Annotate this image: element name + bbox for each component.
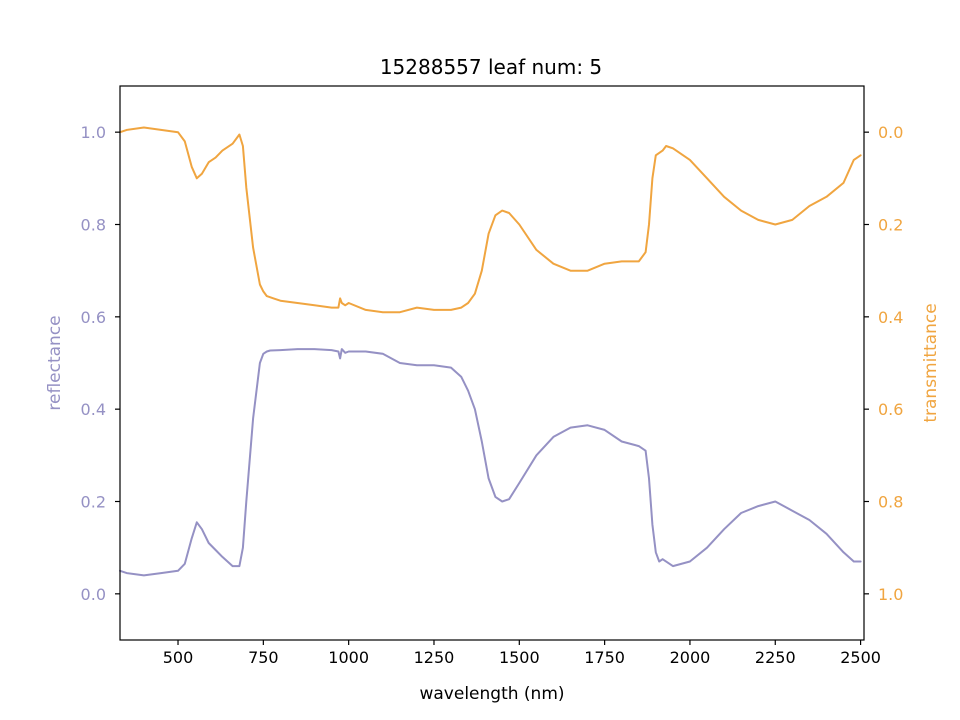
y-right-tick-label: 0.6 xyxy=(878,400,903,419)
x-tick-label: 1250 xyxy=(414,648,455,667)
series-layer xyxy=(119,126,862,577)
x-axis: 500 750 1000 1250 1500 1750 2000 2250 2500 xyxy=(163,640,881,667)
y-axis-label-right: transmittance xyxy=(921,303,941,422)
x-tick-label: 1000 xyxy=(328,648,369,667)
plot-frame xyxy=(119,85,865,641)
y-axis-right: 0.0 0.2 0.4 0.6 0.8 1.0 xyxy=(864,123,903,604)
y-left-tick-label: 0.2 xyxy=(81,493,106,512)
transmittance-line xyxy=(119,126,862,314)
y-left-tick-label: 0.0 xyxy=(81,585,106,604)
y-axis-label-left: reflectance xyxy=(45,315,65,410)
y-right-tick-label: 0.2 xyxy=(878,216,903,235)
x-tick-label: 750 xyxy=(248,648,279,667)
x-axis-label: wavelength (nm) xyxy=(419,684,564,704)
x-tick-label: 2500 xyxy=(840,648,881,667)
chart-title: 15288557 leaf num: 5 xyxy=(380,55,602,79)
y-left-tick-label: 0.8 xyxy=(81,216,106,235)
reflectance-line xyxy=(119,348,862,577)
x-tick-label: 500 xyxy=(163,648,194,667)
y-right-tick-label: 0.8 xyxy=(878,493,903,512)
x-tick-label: 2250 xyxy=(755,648,796,667)
y-left-tick-label: 0.6 xyxy=(81,308,106,327)
y-left-tick-label: 0.4 xyxy=(81,400,106,419)
y-left-tick-label: 1.0 xyxy=(81,123,106,142)
y-right-tick-label: 1.0 xyxy=(878,585,903,604)
y-right-tick-label: 0.0 xyxy=(878,123,903,142)
x-tick-label: 1750 xyxy=(584,648,625,667)
x-tick-label: 1500 xyxy=(499,648,540,667)
x-tick-label: 2000 xyxy=(670,648,711,667)
y-right-tick-label: 0.4 xyxy=(878,308,903,327)
y-axis-left: 0.0 0.2 0.4 0.6 0.8 1.0 xyxy=(81,123,120,604)
